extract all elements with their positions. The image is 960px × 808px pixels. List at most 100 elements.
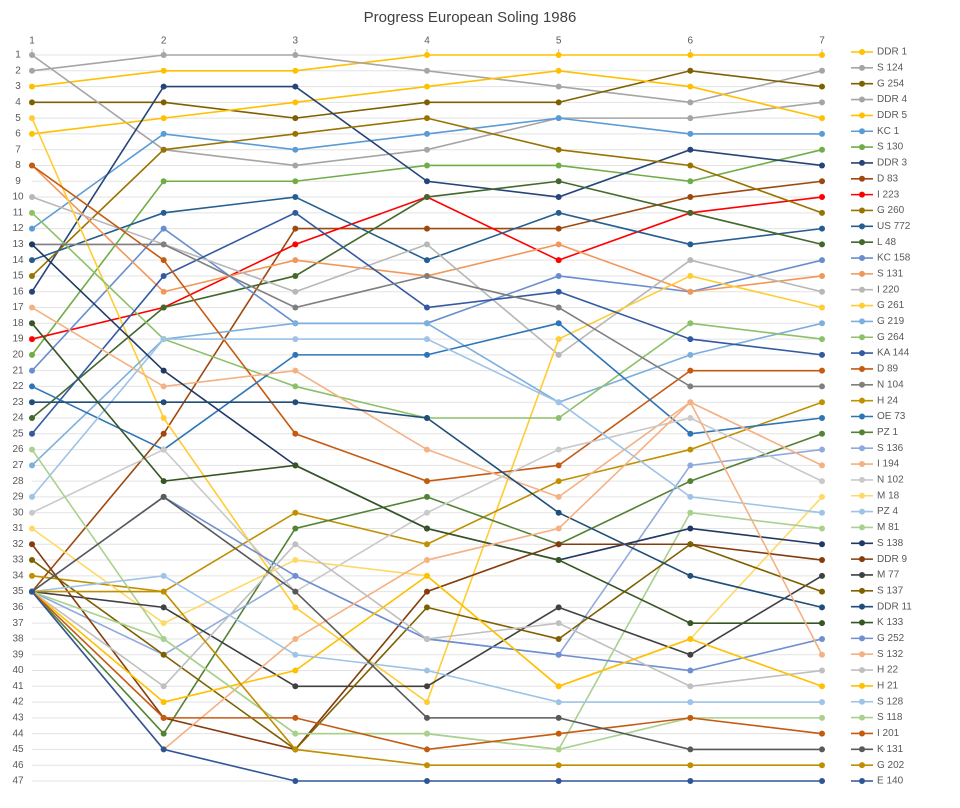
legend-label: DDR 4 [877, 94, 907, 105]
point [29, 241, 35, 248]
legend-marker [859, 302, 865, 309]
y-tick-label: 2 [15, 65, 21, 76]
x-tick-label: 7 [819, 36, 825, 47]
point [819, 83, 825, 90]
point [555, 714, 562, 721]
point [292, 209, 299, 216]
point [292, 162, 299, 169]
point [160, 714, 167, 721]
point [819, 257, 825, 264]
point [424, 762, 430, 769]
legend-marker [859, 397, 865, 404]
point [687, 778, 694, 784]
point [819, 430, 825, 437]
legend-label: I 201 [877, 728, 900, 739]
point [819, 399, 825, 406]
point [687, 699, 694, 706]
legend-marker [859, 64, 865, 71]
point [292, 651, 299, 658]
point [819, 99, 825, 106]
point [819, 509, 825, 516]
legend-label: I 223 [877, 189, 900, 200]
point [555, 778, 562, 784]
point [819, 588, 825, 595]
point [819, 714, 825, 721]
point [555, 257, 562, 264]
y-tick-label: 8 [15, 160, 21, 171]
point [819, 730, 825, 737]
point [292, 320, 299, 327]
point [687, 52, 694, 58]
point [819, 620, 825, 627]
point [160, 241, 167, 248]
point [687, 130, 694, 137]
point [292, 67, 299, 74]
y-tick-label: 21 [12, 365, 24, 376]
point [292, 509, 299, 516]
point [687, 272, 694, 279]
legend-marker [859, 571, 865, 578]
point [687, 209, 694, 216]
legend-marker [859, 698, 865, 705]
point [819, 604, 825, 611]
point [29, 130, 35, 137]
point [424, 699, 430, 706]
point [292, 683, 299, 690]
point [555, 557, 562, 564]
point [687, 651, 694, 658]
legend-marker [859, 175, 865, 182]
point [687, 746, 694, 753]
point [555, 225, 562, 232]
legend-label: S 138 [877, 538, 904, 549]
legend-label: S 136 [877, 443, 904, 454]
point [29, 288, 35, 295]
legend-label: PZ 4 [877, 506, 899, 517]
point [819, 667, 825, 674]
y-tick-label: 43 [12, 713, 24, 724]
point [424, 604, 430, 611]
x-tick-label: 4 [424, 36, 430, 47]
point [555, 699, 562, 706]
point [687, 146, 694, 153]
point [292, 241, 299, 248]
point [687, 320, 694, 327]
legend-marker [859, 714, 865, 721]
legend-marker [859, 318, 865, 325]
legend-label: K 133 [877, 617, 904, 628]
point [555, 415, 562, 421]
point [424, 83, 430, 90]
y-tick-label: 35 [12, 586, 24, 597]
point [424, 241, 430, 248]
y-tick-label: 46 [12, 760, 24, 771]
x-tick-label: 6 [688, 36, 694, 47]
series-line [32, 590, 822, 767]
point [292, 588, 299, 595]
point [687, 288, 694, 295]
point [555, 651, 562, 658]
y-tick-label: 14 [12, 255, 24, 266]
point [160, 415, 167, 421]
legend-marker [859, 556, 865, 563]
point [424, 130, 430, 137]
point [555, 635, 562, 642]
point [555, 478, 562, 485]
point [819, 446, 825, 453]
x-tick-label: 2 [161, 36, 167, 47]
point [424, 541, 430, 548]
point [555, 541, 562, 548]
point [424, 746, 430, 753]
point [424, 194, 430, 201]
point [160, 367, 167, 374]
point [292, 778, 299, 784]
point [687, 667, 694, 674]
y-tick-label: 5 [15, 113, 21, 124]
legend-label: G 219 [877, 316, 905, 327]
point [160, 178, 167, 185]
legend-marker [859, 207, 865, 214]
point [555, 209, 562, 216]
point [424, 336, 430, 343]
point [687, 383, 694, 390]
point [292, 525, 299, 532]
point [29, 509, 35, 516]
legend-label: L 48 [877, 237, 897, 248]
